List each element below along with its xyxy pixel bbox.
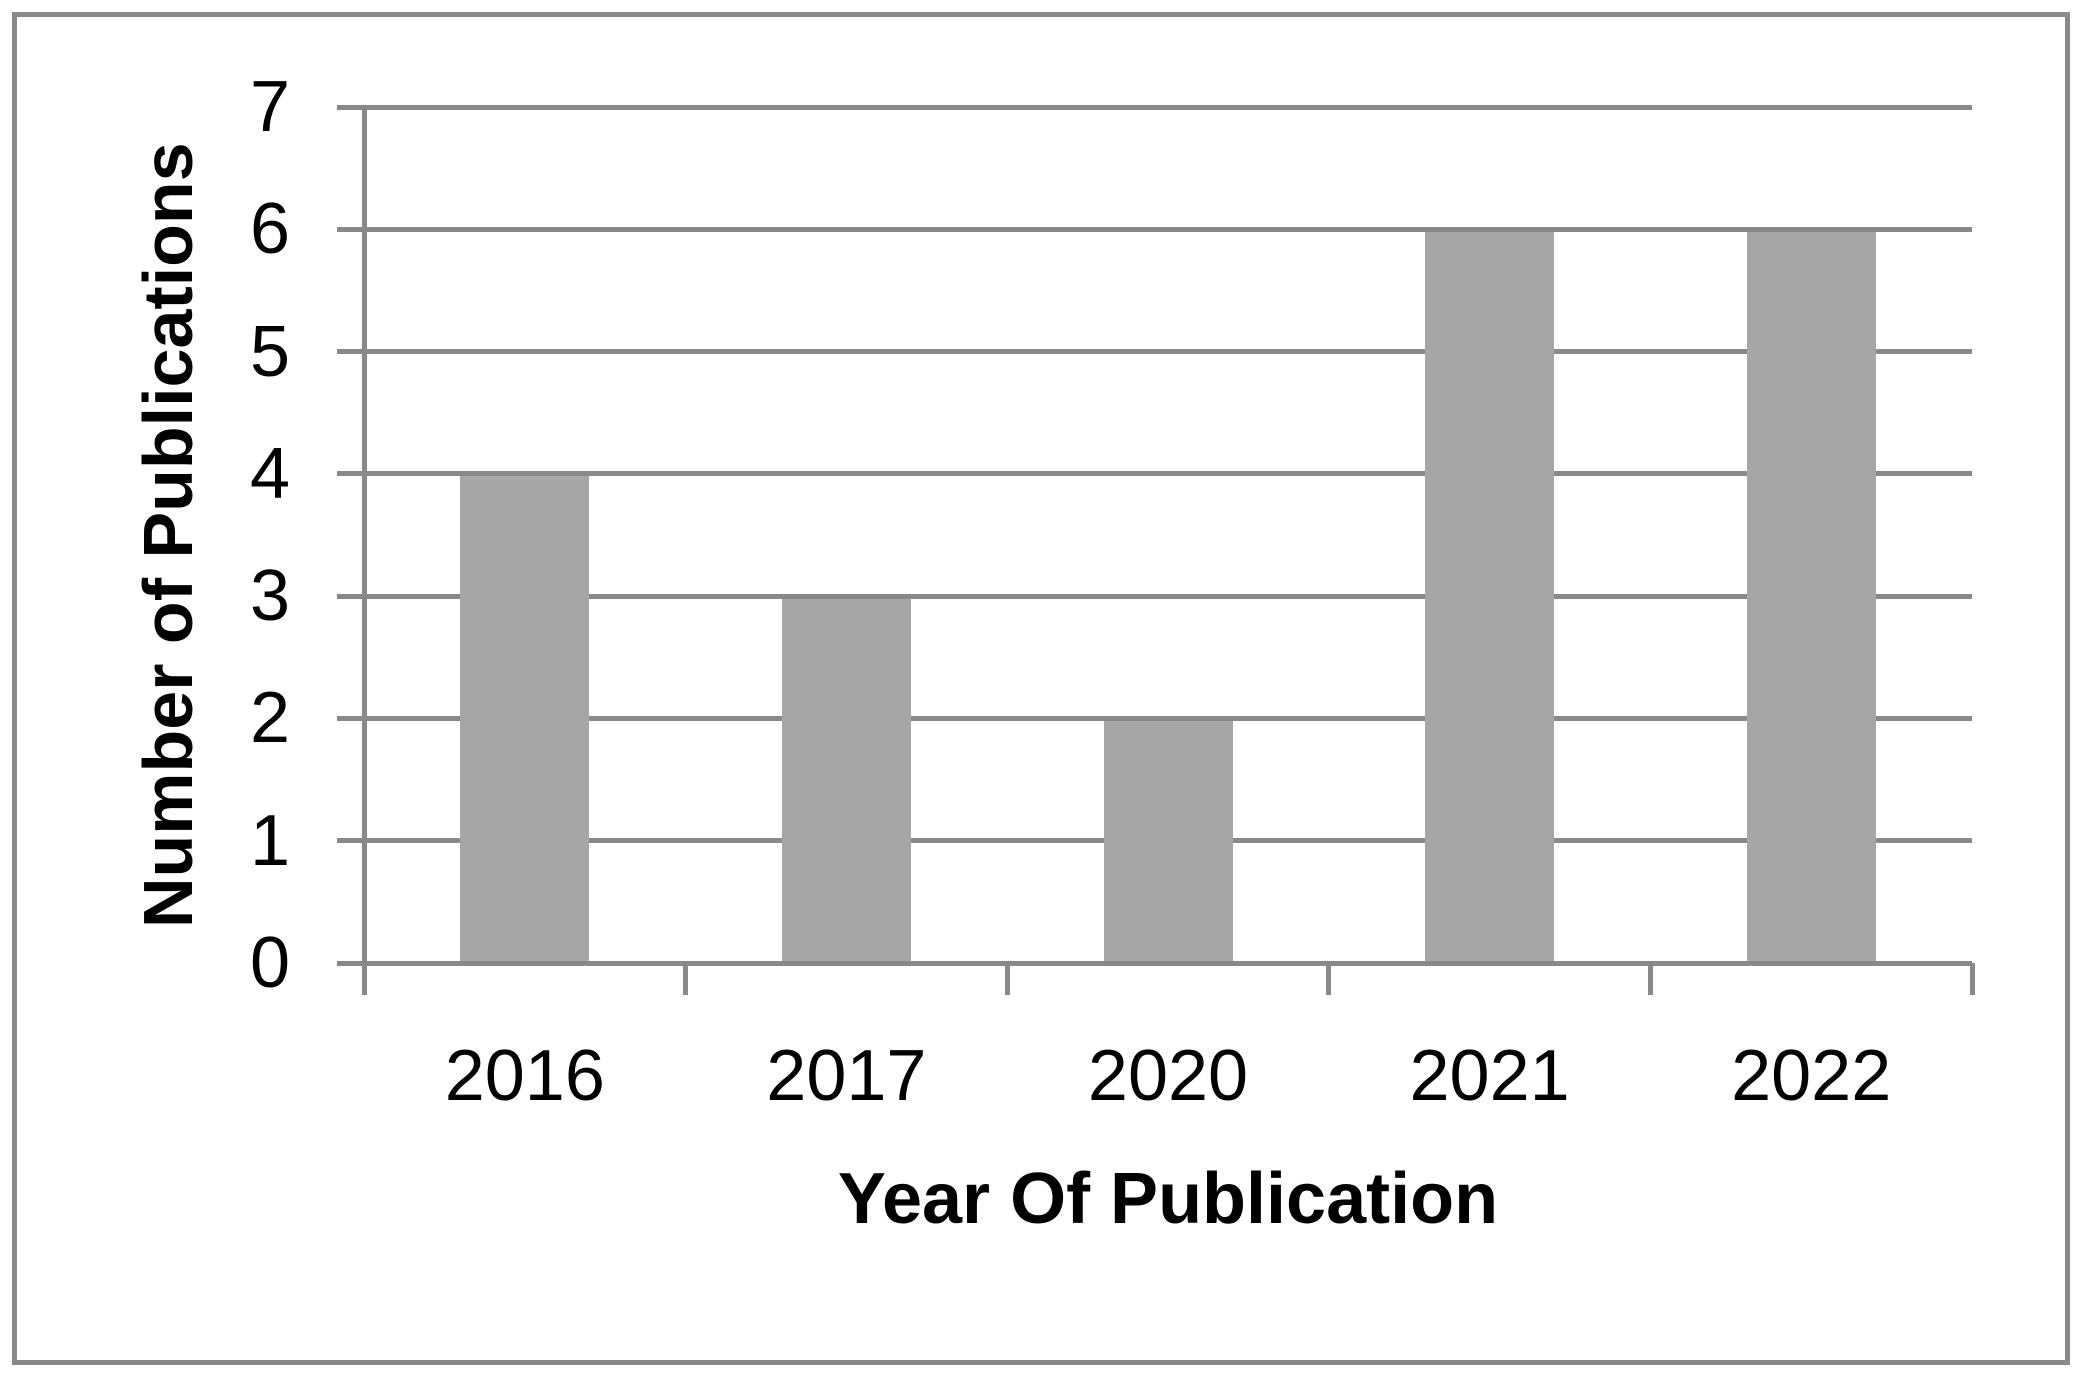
bar-2021 — [1425, 231, 1555, 966]
y-axis-line — [361, 104, 367, 995]
x-tick-mark-2 — [1004, 963, 1010, 995]
x-tick-label-2021: 2021 — [1409, 1036, 1570, 1116]
chart-outer-border — [12, 12, 2070, 1365]
gridline-y4 — [337, 471, 1972, 477]
x-tick-mark-5 — [1969, 963, 1975, 995]
bar-2016 — [460, 476, 590, 966]
y-tick-label-2: 2 — [249, 678, 290, 759]
x-axis-title: Year Of Publication — [837, 1159, 1499, 1239]
y-tick-label-7: 7 — [249, 67, 290, 147]
y-tick-label-0: 0 — [249, 923, 290, 1003]
x-axis-line — [337, 960, 1972, 966]
y-tick-label-3: 3 — [249, 556, 290, 637]
x-tick-label-2016: 2016 — [444, 1036, 605, 1116]
gridline-y6 — [337, 226, 1972, 232]
y-tick-label-4: 4 — [249, 433, 290, 514]
gridline-y3 — [337, 593, 1972, 599]
bar-2017 — [781, 598, 911, 966]
x-tick-mark-1 — [683, 963, 689, 995]
y-tick-label-5: 5 — [249, 311, 290, 392]
x-tick-mark-4 — [1647, 963, 1653, 995]
bar-2020 — [1103, 720, 1233, 966]
x-tick-label-2022: 2022 — [1731, 1036, 1892, 1116]
gridline-y7 — [337, 104, 1972, 110]
gridline-y2 — [337, 715, 1972, 721]
x-tick-mark-3 — [1326, 963, 1332, 995]
gridline-y5 — [337, 349, 1972, 355]
x-tick-label-2020: 2020 — [1087, 1036, 1249, 1116]
x-tick-label-2017: 2017 — [766, 1036, 927, 1116]
y-tick-label-1: 1 — [249, 800, 290, 881]
y-tick-label-6: 6 — [249, 189, 290, 270]
bar-2022 — [1746, 231, 1876, 966]
